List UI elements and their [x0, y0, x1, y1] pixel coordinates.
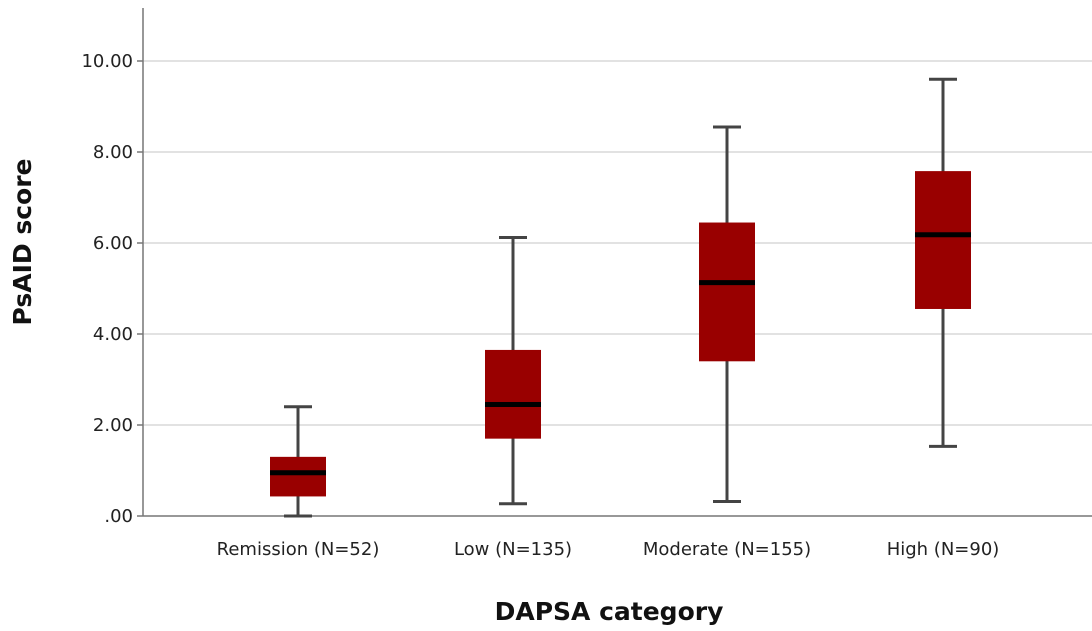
- iqr-box: [699, 222, 755, 362]
- y-tick-label: 4.00: [93, 324, 133, 345]
- y-axis-title: PsAID score: [8, 158, 37, 325]
- grid-lines: [143, 60, 1092, 426]
- x-category-labels: Remission (N=52) Low (N=135) Moderate (N=1…: [217, 539, 1000, 560]
- y-tick-label: 2.00: [93, 415, 133, 436]
- y-tick-label: 10.00: [81, 51, 133, 72]
- x-category-label: Low (N=135): [454, 539, 572, 560]
- box-group: [699, 125, 755, 503]
- x-category-label: High (N=90): [887, 539, 1000, 560]
- box-group: [915, 77, 971, 448]
- y-tick-label: .00: [104, 506, 133, 527]
- x-category-label: Moderate (N=155): [643, 539, 811, 560]
- y-tick-label: 6.00: [93, 233, 133, 254]
- y-tick-labels: .00 2.00 4.00 6.00 8.00 10.00: [81, 51, 133, 527]
- iqr-box: [270, 456, 326, 497]
- iqr-box: [485, 349, 541, 439]
- boxes: [270, 77, 971, 518]
- y-tick-label: 8.00: [93, 142, 133, 163]
- box-group: [270, 405, 326, 518]
- iqr-box: [915, 171, 971, 309]
- x-axis-title: DAPSA category: [495, 597, 724, 626]
- x-category-label: Remission (N=52): [217, 539, 380, 560]
- box-group: [485, 236, 541, 506]
